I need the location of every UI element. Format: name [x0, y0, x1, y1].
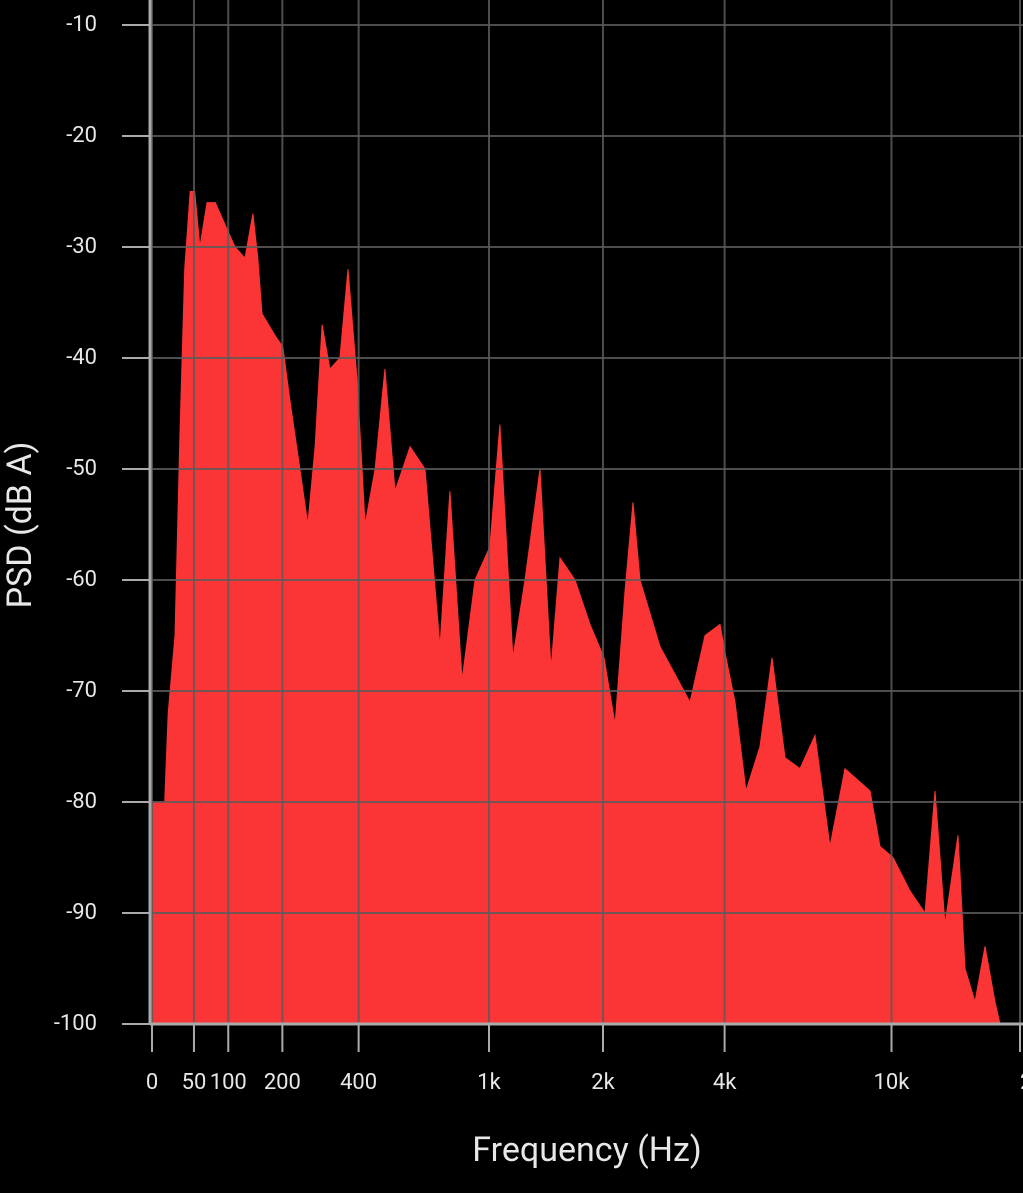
y-tick-label: -30	[66, 234, 97, 259]
x-tick-label: 10k	[874, 1070, 911, 1095]
y-axis-title: PSD (dB A)	[0, 442, 40, 609]
x-tick-label: 50	[182, 1070, 207, 1095]
y-tick-label: -80	[66, 789, 97, 814]
x-tick-label: 100	[210, 1070, 247, 1095]
y-tick-label: -60	[66, 567, 97, 592]
y-tick-label: -70	[66, 678, 97, 703]
y-tick-label: -50	[66, 456, 97, 481]
y-tick-label: -20	[66, 123, 97, 148]
y-tick-label: -90	[66, 900, 97, 925]
y-tick-label: -40	[66, 345, 97, 370]
x-tick-label: 200	[264, 1070, 301, 1095]
x-tick-label: 4k	[713, 1070, 737, 1095]
x-axis-title: Frequency (Hz)	[472, 1130, 701, 1170]
x-tick-label: 2k	[591, 1070, 615, 1095]
x-tick-label: 20k	[1020, 1070, 1023, 1095]
x-tick-label: 1k	[477, 1070, 501, 1095]
y-tick-label: -10	[66, 12, 97, 37]
x-tick-label: 400	[340, 1070, 377, 1095]
psd-area	[151, 191, 1001, 1025]
x-tick-label: 0	[146, 1070, 158, 1095]
y-tick-label: -100	[54, 1011, 97, 1036]
